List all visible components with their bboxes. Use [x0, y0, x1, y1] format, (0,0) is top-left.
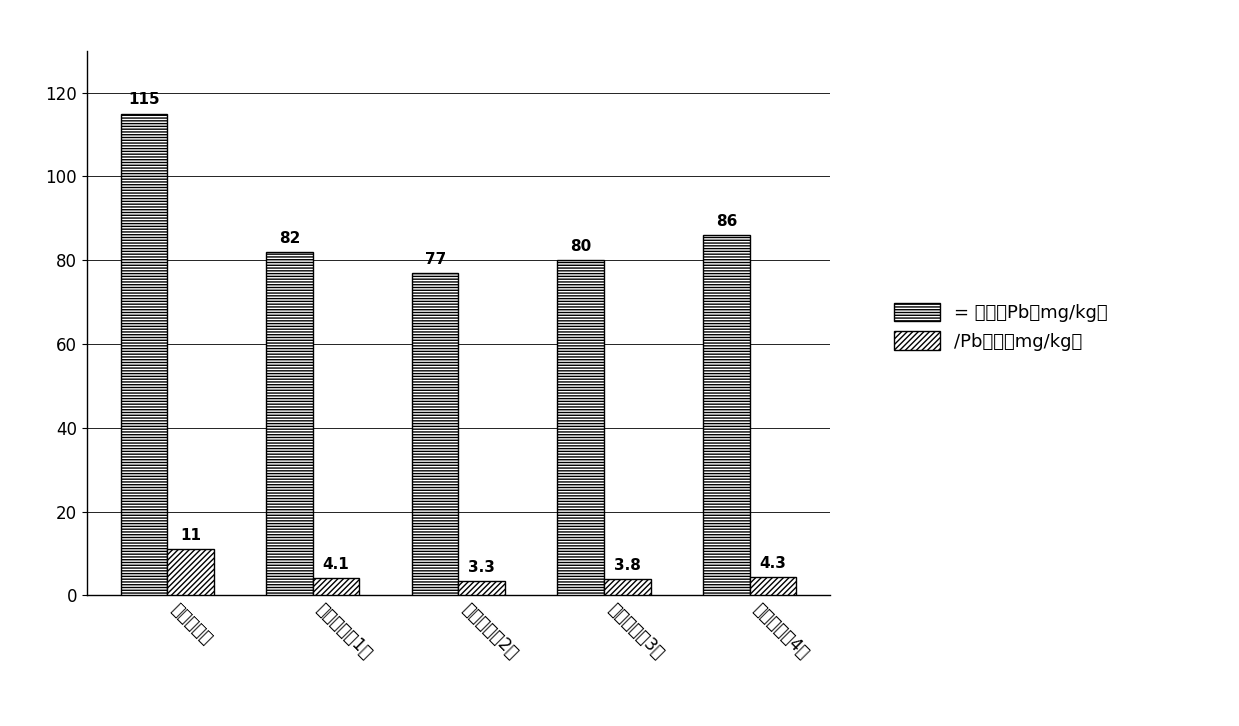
- Text: 11: 11: [180, 528, 201, 543]
- Bar: [312, 578, 359, 595]
- Bar: [167, 550, 214, 595]
- Bar: [703, 235, 750, 595]
- Bar: [458, 582, 506, 595]
- Bar: [120, 114, 167, 595]
- Text: 3.3: 3.3: [468, 560, 496, 575]
- Text: 77: 77: [425, 251, 446, 266]
- Text: 4.3: 4.3: [760, 556, 787, 571]
- Bar: [411, 273, 458, 595]
- Text: 80: 80: [570, 239, 591, 254]
- Text: 3.8: 3.8: [615, 558, 641, 573]
- Legend: = 土壤总Pb（mg/kg）, ∕Pb提取（mg/kg）: = 土壤总Pb（mg/kg）, ∕Pb提取（mg/kg）: [876, 285, 1126, 369]
- Bar: [558, 260, 605, 595]
- Text: 115: 115: [128, 92, 160, 107]
- Bar: [750, 577, 797, 595]
- Text: 82: 82: [279, 231, 300, 245]
- Text: 4.1: 4.1: [322, 557, 349, 572]
- Bar: [266, 252, 312, 595]
- Bar: [605, 579, 650, 595]
- Text: 86: 86: [716, 214, 737, 229]
